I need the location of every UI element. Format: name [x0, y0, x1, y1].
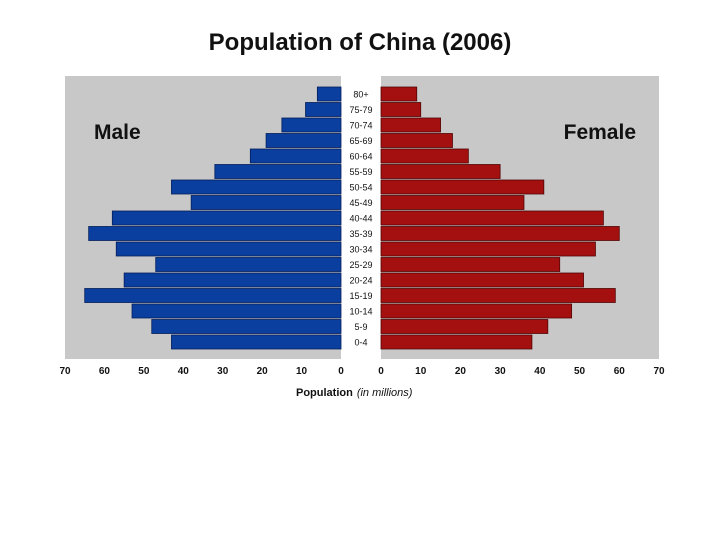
- female-bar-20-24: [380, 272, 584, 288]
- male-bar-10-14: [131, 303, 342, 319]
- age-label-55-59: 55-59: [349, 167, 372, 177]
- male-bar-50-54: [171, 179, 342, 195]
- female-bar-35-39: [380, 226, 620, 241]
- age-label-80-plus: 80+: [353, 90, 368, 100]
- female-tick-30: 30: [495, 366, 507, 377]
- female-bar-40-44: [380, 210, 604, 226]
- age-label-10-14: 10-14: [349, 307, 372, 317]
- male-bar-70-74: [281, 117, 342, 133]
- female-bar-50-54: [380, 179, 545, 195]
- male-bar-5-9: [151, 319, 342, 334]
- age-label-75-79: 75-79: [349, 105, 372, 115]
- male-series-label: Male: [94, 121, 141, 144]
- age-label-20-24: 20-24: [349, 276, 372, 286]
- age-labels-group: 80+ 75-79 70-74 65-69 60-64 55-59 50-54 45-49 40…: [349, 90, 372, 348]
- male-bar-35-39: [88, 226, 342, 241]
- male-bar-80-plus: [316, 86, 342, 102]
- male-tick-70: 70: [59, 366, 71, 377]
- female-bar-65-69: [380, 133, 453, 148]
- x-axis-unit: (in millions): [357, 387, 413, 399]
- male-tick-30: 30: [217, 366, 229, 377]
- female-bar-25-29: [380, 257, 561, 272]
- male-bar-30-34: [115, 241, 342, 257]
- male-tick-50: 50: [138, 366, 150, 377]
- male-tick-40: 40: [178, 366, 190, 377]
- female-tick-10: 10: [415, 366, 427, 377]
- female-bar-70-74: [380, 117, 441, 133]
- male-bar-15-19: [84, 288, 342, 303]
- male-tick-20: 20: [257, 366, 269, 377]
- female-bar-5-9: [380, 319, 549, 334]
- female-tick-60: 60: [614, 366, 626, 377]
- male-bar-65-69: [265, 133, 342, 148]
- female-tick-0: 0: [378, 366, 384, 377]
- male-bar-60-64: [249, 148, 342, 164]
- age-label-0-4: 0-4: [354, 338, 367, 348]
- male-bar-75-79: [305, 102, 342, 117]
- female-bar-60-64: [380, 148, 469, 164]
- male-bar-55-59: [214, 164, 342, 179]
- female-tick-70: 70: [653, 366, 665, 377]
- age-label-35-39: 35-39: [349, 229, 372, 239]
- female-bar-15-19: [380, 288, 616, 303]
- female-bar-45-49: [380, 195, 525, 210]
- age-label-30-34: 30-34: [349, 245, 372, 255]
- female-bar-75-79: [380, 102, 422, 117]
- male-bar-0-4: [171, 334, 342, 350]
- female-tick-40: 40: [534, 366, 546, 377]
- female-bar-80-plus: [380, 86, 418, 102]
- age-label-60-64: 60-64: [349, 152, 372, 162]
- male-bar-45-49: [190, 195, 342, 210]
- x-axis-title: Population: [296, 387, 353, 399]
- female-bar-10-14: [380, 303, 573, 319]
- age-label-70-74: 70-74: [349, 121, 372, 131]
- female-bar-0-4: [380, 334, 533, 350]
- x-ticks-group: 70 70 60 60 50 50 40 40 30 30 20 20 10 10 0 0: [59, 366, 665, 377]
- female-bar-30-34: [380, 241, 596, 257]
- male-bar-20-24: [123, 272, 342, 288]
- female-tick-50: 50: [574, 366, 586, 377]
- female-series-label: Female: [564, 121, 636, 144]
- bars-group: [84, 86, 620, 350]
- age-label-50-54: 50-54: [349, 183, 372, 193]
- age-label-25-29: 25-29: [349, 260, 372, 270]
- age-label-15-19: 15-19: [349, 291, 372, 301]
- female-bar-55-59: [380, 164, 501, 179]
- x-axis-label: Population (in millions): [296, 387, 413, 399]
- male-tick-60: 60: [99, 366, 111, 377]
- age-label-5-9: 5-9: [354, 322, 367, 332]
- male-bar-40-44: [111, 210, 342, 226]
- chart-title: Population of China (2006): [209, 29, 512, 56]
- age-label-45-49: 45-49: [349, 198, 372, 208]
- female-tick-20: 20: [455, 366, 467, 377]
- age-label-65-69: 65-69: [349, 136, 372, 146]
- male-tick-0: 0: [338, 366, 344, 377]
- age-label-40-44: 40-44: [349, 214, 372, 224]
- male-bar-25-29: [155, 257, 342, 272]
- male-tick-10: 10: [296, 366, 308, 377]
